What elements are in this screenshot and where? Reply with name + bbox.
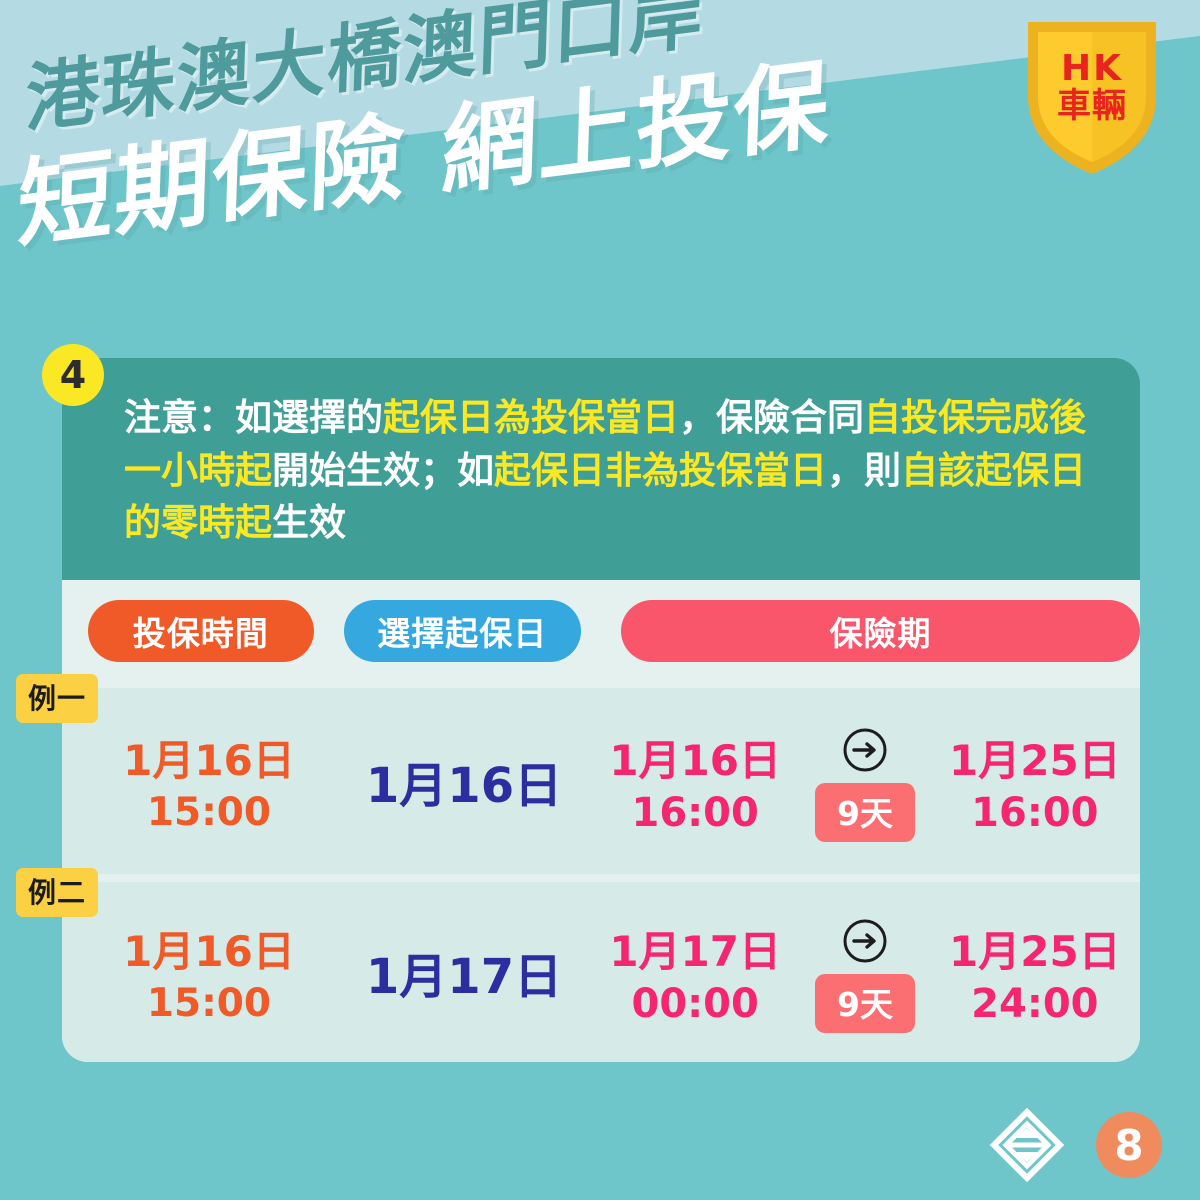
- note-segment-4: 開始生效；如: [272, 448, 494, 492]
- period-arrow-group: 9天: [795, 721, 935, 842]
- shield-label-vehicle: 車輛: [1057, 86, 1127, 127]
- period-end-date: 1月25日: [949, 735, 1121, 785]
- page-footer: 8: [0, 1090, 1200, 1200]
- period-start-date: 1月17日: [609, 926, 781, 976]
- cell-apply-time: 1月16日 15:00: [80, 918, 338, 1026]
- table-row: 例二 1月16日 15:00 1月17日 1月17日 00:00: [16, 868, 1140, 1062]
- period-end-time: 16:00: [971, 789, 1099, 836]
- cell-chosen-start-date: 1月17日: [338, 937, 590, 1007]
- arrow-right-circle-icon: [843, 728, 887, 771]
- period-start-time: 16:00: [631, 789, 759, 836]
- period-start-time: 00:00: [631, 980, 759, 1027]
- cell-apply-time: 1月16日 15:00: [80, 727, 338, 835]
- column-header-chosen-start-date: 選擇起保日: [343, 600, 582, 662]
- period-end: 1月25日 24:00: [949, 918, 1121, 1027]
- period-start-date: 1月16日: [609, 735, 781, 785]
- brand-diamond-logo-icon: [990, 1108, 1064, 1182]
- chosen-start-date: 1月17日: [365, 949, 563, 1005]
- apply-time: 15:00: [146, 981, 272, 1026]
- note-step-number: 4: [42, 344, 104, 406]
- hk-vehicle-shield-badge: HK 車輛: [1022, 12, 1162, 178]
- note-segment-6: ，則: [827, 448, 901, 492]
- table-header-row: 投保時間 選擇起保日 保險期: [62, 580, 1140, 680]
- table-row: 例一 1月16日 15:00 1月16日 1月16日 16:00: [16, 674, 1140, 874]
- apply-date: 1月16日: [123, 927, 295, 976]
- row-tag-example-2: 例二: [16, 868, 99, 917]
- period-end-time: 24:00: [971, 980, 1099, 1027]
- note-segment-5: 起保日非為投保當日: [494, 448, 827, 492]
- period-duration-badge: 9天: [815, 973, 915, 1033]
- content-card: 4 注意：如選擇的起保日為投保當日，保險合同自投保完成後一小時起開始生效；如起保…: [16, 344, 1140, 1078]
- period-duration-badge: 9天: [815, 782, 915, 842]
- period-start: 1月17日 00:00: [609, 918, 781, 1027]
- period-end-date: 1月25日: [949, 926, 1121, 976]
- column-header-apply-time: 投保時間: [88, 600, 314, 662]
- period-arrow-group: 9天: [795, 912, 935, 1033]
- note-segment-8: 生效: [272, 501, 346, 545]
- arrow-right-circle-icon: [843, 919, 887, 962]
- note-text: 注意：如選擇的起保日為投保當日，保險合同自投保完成後一小時起開始生效；如起保日非…: [124, 392, 1112, 550]
- column-header-insurance-period: 保險期: [621, 600, 1140, 662]
- row-tag-example-1: 例一: [16, 674, 99, 723]
- page-number-badge: 8: [1096, 1112, 1162, 1178]
- note-segment-3: 自投保完成後一小時起: [124, 396, 1086, 492]
- cell-chosen-start-date: 1月16日: [338, 746, 590, 816]
- note-segment-0: 注意：如選擇的: [124, 396, 383, 439]
- note-segment-2: ，保險合同: [679, 396, 864, 439]
- note-panel: 4 注意：如選擇的起保日為投保當日，保險合同自投保完成後一小時起開始生效；如起保…: [42, 344, 1140, 580]
- shield-label-hk: HK: [1060, 47, 1124, 89]
- shield-icon: [1028, 22, 1156, 174]
- apply-time: 15:00: [146, 790, 272, 835]
- examples-table: 投保時間 選擇起保日 保險期 例一 1月16日 15:00 1月16日 1月16…: [16, 580, 1140, 1062]
- cell-insurance-period: 1月17日 00:00 9天 1月25日 24:00: [590, 912, 1140, 1033]
- apply-date: 1月16日: [123, 736, 295, 785]
- period-start: 1月16日 16:00: [609, 727, 781, 836]
- period-end: 1月25日 16:00: [949, 727, 1121, 836]
- note-segment-7: 自該起保日的零時起: [124, 448, 1086, 545]
- note-segment-1: 起保日為投保當日: [383, 396, 679, 439]
- chosen-start-date: 1月16日: [365, 758, 563, 814]
- cell-insurance-period: 1月16日 16:00 9天 1月25日 16:00: [590, 721, 1140, 842]
- shield-label: HK 車輛: [1022, 12, 1162, 178]
